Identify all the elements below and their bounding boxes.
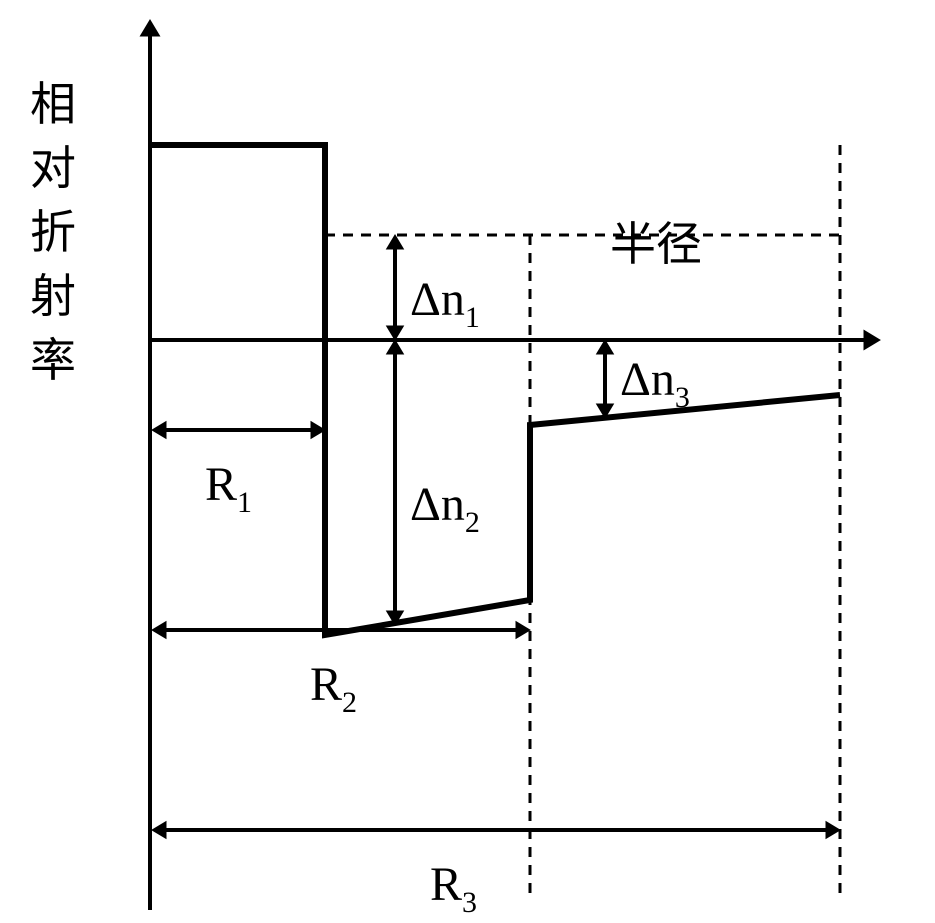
y-axis-label-char: 对 xyxy=(30,143,76,194)
y-axis-label-char: 相 xyxy=(30,79,76,130)
x-axis-label: 半径 xyxy=(610,219,702,270)
y-axis-label-char: 射 xyxy=(30,271,76,322)
y-axis-label-char: 折 xyxy=(30,207,76,258)
refractive-index-profile-diagram: 相对折射率半径Δn1Δn2Δn3R1R2R3 xyxy=(0,0,935,923)
y-axis-label-char: 率 xyxy=(30,335,76,386)
chart-background xyxy=(0,0,935,923)
